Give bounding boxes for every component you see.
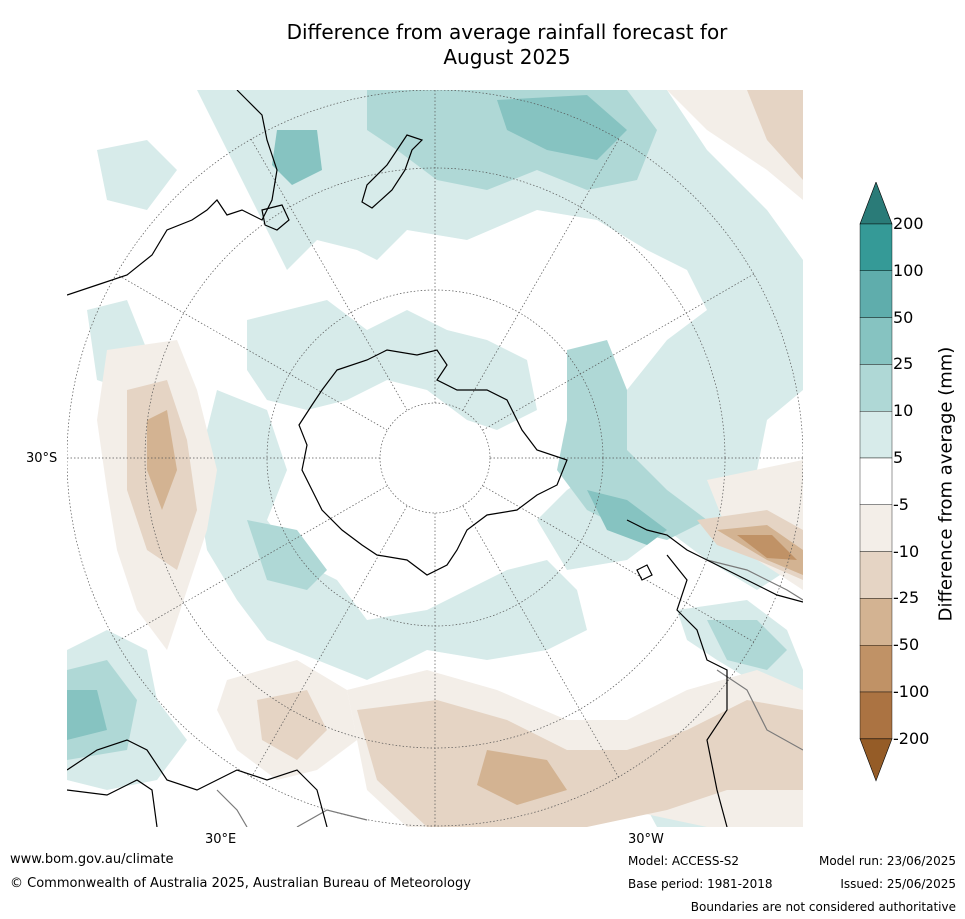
new-zealand-coastline	[361, 134, 424, 209]
colorbar-tick-label: -200	[893, 728, 930, 748]
australia-coastline	[67, 90, 278, 296]
dry-anomaly-shade-neg10-neg25	[357, 700, 803, 827]
colorbar-tick-label: 5	[893, 448, 904, 467]
dry-anomaly-shade-neg50-neg100	[737, 535, 797, 560]
dry-anomaly-shade-neg25-neg50	[147, 410, 177, 510]
colorbar-tick-label: -100	[893, 682, 930, 701]
title-line-2: August 2025	[443, 45, 571, 69]
colorbar-extend-bottom	[859, 738, 893, 782]
wet-anomaly-shade-10-25	[557, 340, 707, 540]
wet-anomaly-shade-5-10	[197, 90, 803, 590]
colorbar-bin	[859, 691, 893, 739]
coastlines	[67, 90, 803, 827]
copyright-text: © Commonwealth of Australia 2025, Austra…	[10, 876, 471, 891]
colorbar-bin	[859, 645, 893, 693]
dry-anomaly-shade-neg25-neg50	[477, 750, 567, 805]
colorbar-bin	[859, 410, 893, 459]
wet-anomaly-shade-25-50	[587, 490, 667, 545]
dry-anomaly-areas	[97, 90, 803, 827]
falklands-coastline	[636, 564, 653, 581]
south-america-coastline	[626, 519, 803, 603]
colorbar-bin	[859, 317, 893, 365]
colorbar-title: Difference from average (mm)	[935, 346, 957, 622]
border-line	[216, 789, 248, 827]
border-line	[296, 809, 368, 827]
colorbar-tick-label: -10	[893, 541, 920, 561]
map-canvas	[67, 90, 803, 827]
wet-anomaly-shade-5-10	[97, 140, 177, 210]
colorbar-bin	[859, 504, 893, 552]
colorbar-tick-label: 200	[893, 214, 924, 233]
colorbar-bin	[859, 364, 893, 412]
wet-anomaly-shade-5-10	[197, 390, 587, 680]
wet-anomaly-shade-5-10	[247, 300, 537, 430]
border-line	[706, 559, 803, 601]
wet-anomaly-areas	[67, 90, 803, 827]
colorbar-bin	[859, 223, 893, 271]
colorbar-tick-label: 10	[893, 401, 914, 421]
dry-anomaly-shade-neg10-neg25	[747, 90, 803, 180]
longitude-label-30e: 30°E	[205, 832, 237, 847]
dry-anomaly-shade-neg10-neg25	[257, 690, 327, 760]
colorbar-bins	[859, 182, 893, 782]
colorbar-tick-label: -25	[893, 588, 920, 608]
colorbar-tick-label: -50	[893, 635, 920, 655]
country-borders	[216, 559, 803, 827]
colorbar-tick-label: 100	[893, 260, 924, 280]
chart-title: Difference from average rainfall forecas…	[207, 20, 807, 70]
base-period: Base period: 1981-2018	[628, 877, 773, 891]
boundaries-disclaimer: Boundaries are not considered authoritat…	[690, 900, 956, 914]
antarctica-coastline	[298, 349, 568, 576]
wet-anomaly-shade-10-25	[707, 620, 787, 670]
africa-coastline	[67, 739, 328, 827]
issued-date: Issued: 25/06/2025	[840, 877, 956, 891]
latitude-label-30s: 30°S	[26, 451, 58, 466]
colorbar-extend-top	[859, 182, 893, 225]
wet-anomaly-shade-10-25	[247, 520, 327, 590]
border-line	[716, 669, 803, 751]
tasmania-coastline	[261, 204, 290, 231]
graticule	[67, 90, 803, 827]
wet-anomaly-shade-25-50	[497, 95, 627, 160]
colorbar-bin	[859, 270, 893, 318]
wet-anomaly-shade-25-50	[272, 130, 322, 185]
title-line-1: Difference from average rainfall forecas…	[286, 20, 728, 44]
colorbar-bin	[859, 457, 893, 505]
south-america-coastline	[666, 554, 728, 827]
colorbar-bin	[859, 551, 893, 599]
longitude-label-30w: 30°W	[628, 832, 664, 847]
colorbar-tick-label: 50	[893, 307, 914, 327]
colorbar	[859, 182, 893, 782]
southern-africa-coastline	[67, 779, 158, 827]
model-run-date: Model run: 23/06/2025	[818, 854, 956, 868]
colorbar-tick-label: -5	[893, 494, 909, 514]
model-name: Model: ACCESS-S2	[628, 854, 740, 868]
wet-anomaly-shade-25-50	[67, 690, 107, 740]
rainfall-anomaly-map	[67, 90, 803, 827]
website-link[interactable]: www.bom.gov.au/climate	[10, 852, 174, 867]
colorbar-tick-label: 25	[893, 354, 914, 374]
colorbar-bin	[859, 598, 893, 646]
